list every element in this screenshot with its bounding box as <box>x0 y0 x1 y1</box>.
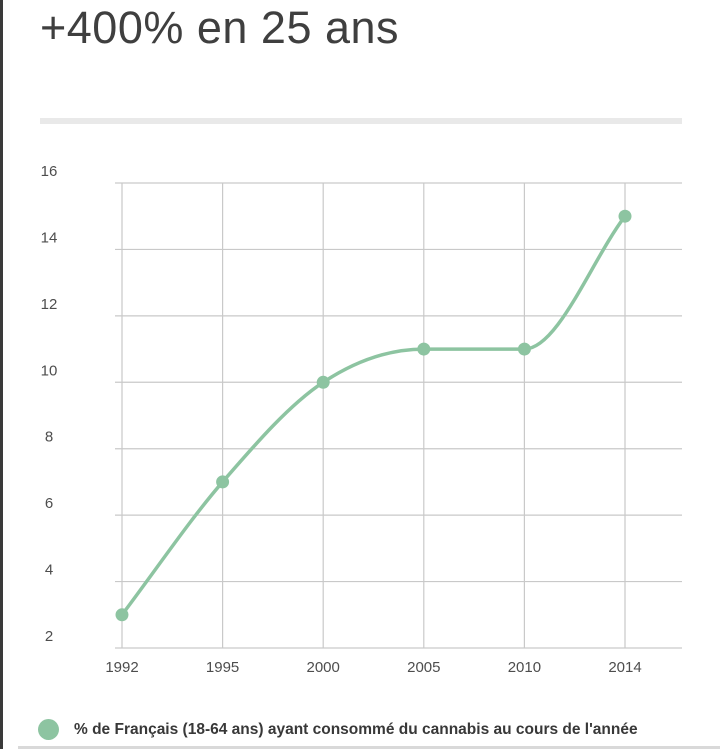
legend-marker-icon <box>38 719 59 740</box>
x-tick-label: 1995 <box>206 659 239 676</box>
y-tick-label: 14 <box>41 229 58 246</box>
y-tick-label: 6 <box>45 495 53 512</box>
data-point[interactable] <box>316 375 330 389</box>
data-point[interactable] <box>618 209 632 223</box>
chart-title: +400% en 25 ans <box>40 2 400 53</box>
y-tick-label: 4 <box>45 562 53 579</box>
line-chart: 2 4 6 8 10 12 14 16 1992 1995 2000 2005 2010 2014 <box>41 163 682 676</box>
data-point[interactable] <box>216 475 230 489</box>
x-tick-label: 1992 <box>105 659 138 676</box>
y-tick-label: 2 <box>45 628 53 645</box>
data-point[interactable] <box>517 342 531 356</box>
legend-label: % de Français (18-64 ans) ayant consommé… <box>74 721 638 738</box>
data-line <box>120 214 627 617</box>
y-tick-label: 8 <box>45 429 53 446</box>
x-tick-label: 2014 <box>608 659 641 676</box>
data-point[interactable] <box>115 608 129 622</box>
data-point[interactable] <box>417 342 431 356</box>
title-divider <box>40 118 682 124</box>
x-tick-label: 2010 <box>508 659 541 676</box>
bottom-bar <box>18 746 720 749</box>
chart-legend: % de Français (18-64 ans) ayant consommé… <box>38 719 638 740</box>
y-tick-label: 10 <box>41 362 58 379</box>
left-accent-border <box>0 0 3 749</box>
x-tick-label: 2005 <box>407 659 440 676</box>
y-tick-label: 16 <box>41 163 58 180</box>
y-tick-label: 12 <box>41 296 58 313</box>
x-tick-label: 2000 <box>307 659 340 676</box>
